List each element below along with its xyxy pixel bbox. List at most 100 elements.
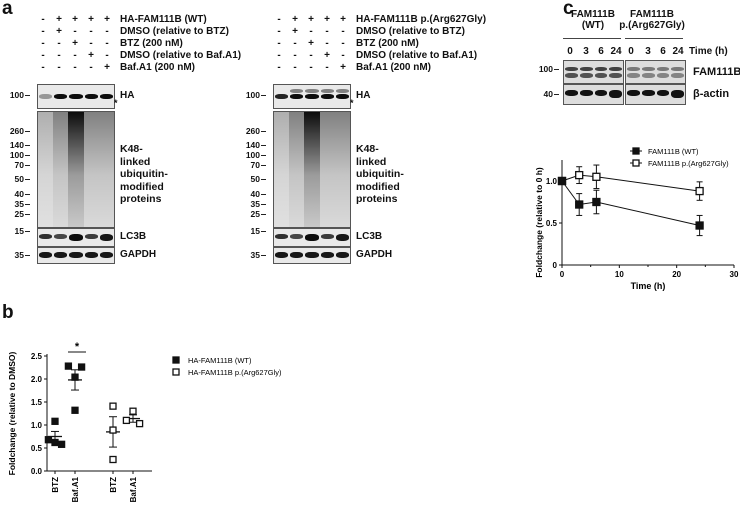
- band: [84, 252, 98, 258]
- mw-marker: 25: [4, 209, 30, 219]
- treatment-sign: -: [325, 62, 329, 73]
- treatment-label: DMSO (relative to BTZ): [120, 26, 229, 37]
- fam111b-blot-mut: [625, 60, 686, 84]
- data-point: [135, 419, 144, 428]
- k48-label: linked: [120, 155, 151, 168]
- band: [565, 90, 578, 96]
- blot-lane: [289, 248, 304, 263]
- mw-marker: 100: [4, 90, 30, 100]
- blot-lane: [670, 85, 685, 104]
- x-tick-label: 0: [560, 270, 565, 279]
- treatment-sign: -: [41, 26, 45, 37]
- y-tick-label: 2.0: [31, 375, 43, 384]
- gapdh-label: GAPDH: [120, 249, 157, 260]
- treatment-sign: -: [57, 38, 61, 49]
- mw-marker: 25: [240, 209, 266, 219]
- band: [84, 234, 98, 239]
- data-point: [695, 221, 704, 230]
- blot-lane: [320, 248, 335, 263]
- y-tick-label: 0.5: [546, 219, 558, 228]
- treatment-sign: -: [41, 14, 45, 25]
- mw-marker: 100: [533, 64, 559, 74]
- y-tick-label: 1.0: [31, 421, 43, 430]
- asterisk-label: *: [114, 98, 118, 108]
- legend-label: FAM111B (WT): [648, 147, 699, 156]
- gapdh-label: GAPDH: [356, 249, 393, 260]
- k48-label: K48-: [356, 143, 379, 155]
- mw-marker: 40: [240, 189, 266, 199]
- timepoint-label: 3: [583, 46, 589, 57]
- x-tick-label: 10: [615, 270, 624, 279]
- blot-lane: [68, 248, 83, 263]
- blot-lane: [99, 229, 114, 246]
- band: [594, 73, 608, 78]
- legend-label: HA-FAM111B p.(Arg627Gly): [188, 368, 282, 377]
- blot-lane: [304, 248, 319, 263]
- mw-marker: 100: [4, 150, 30, 160]
- blot-lane: [274, 85, 289, 108]
- panel-a-label: a: [2, 0, 13, 19]
- group-label: FAM111B: [630, 9, 674, 20]
- band: [275, 94, 289, 99]
- legend-marker: [632, 147, 640, 155]
- blot-lane: [68, 229, 83, 246]
- blot-lane: [594, 85, 609, 104]
- treatment-sign: +: [308, 14, 314, 25]
- blot-lane: [53, 248, 68, 263]
- treatment-sign: -: [309, 62, 313, 73]
- blot-lane: [68, 112, 84, 227]
- treatment-sign: -: [105, 50, 109, 61]
- data-point: [592, 197, 601, 207]
- treatment-sign: +: [104, 62, 110, 73]
- treatment-sign: +: [56, 14, 62, 25]
- treatment-sign: -: [277, 62, 281, 73]
- band: [627, 67, 640, 71]
- band: [656, 67, 670, 71]
- k48-label: modified: [120, 180, 164, 193]
- band: [641, 73, 655, 78]
- band: [290, 94, 304, 99]
- band: [656, 90, 670, 96]
- data-point: [71, 373, 79, 381]
- k48-label: ubiquitin-: [120, 168, 168, 180]
- band: [594, 90, 608, 96]
- band: [275, 252, 289, 258]
- band: [579, 73, 593, 78]
- band: [99, 252, 113, 258]
- blot-lane: [334, 112, 350, 227]
- treatment-sign: +: [292, 26, 298, 37]
- blot-lane: [38, 112, 54, 227]
- blot-lane: [289, 112, 305, 227]
- mw-marker: 35: [4, 199, 30, 209]
- treatment-label: DMSO (relative to Baf.A1): [120, 50, 242, 61]
- group-underline: [563, 38, 621, 39]
- blot-lane: [84, 229, 99, 246]
- treatment-sign: -: [277, 26, 281, 37]
- band: [565, 67, 578, 71]
- y-tick-label: 1.0: [546, 177, 558, 186]
- x-axis-label: Time (h): [631, 281, 666, 291]
- treatment-sign: -: [293, 62, 297, 73]
- mw-marker: 100: [240, 90, 266, 100]
- treatment-sign: +: [72, 14, 78, 25]
- data-point: [64, 362, 73, 370]
- band: [320, 234, 334, 239]
- treatment-sign: -: [41, 38, 45, 49]
- blot-lane: [320, 229, 335, 246]
- band: [69, 94, 83, 99]
- legend-marker: [172, 368, 180, 376]
- data-point: [77, 363, 86, 371]
- data-point: [51, 438, 59, 447]
- band: [99, 234, 113, 241]
- treatment-sign: -: [89, 26, 93, 37]
- group-underline: [625, 38, 683, 39]
- blot-lane: [319, 112, 335, 227]
- blot-lane: [289, 85, 304, 108]
- band: [275, 234, 289, 239]
- band: [39, 94, 53, 99]
- treatment-label: HA-FAM111B p.(Arg627Gly): [356, 14, 487, 25]
- timepoint-label: 6: [660, 46, 666, 57]
- x-tick-label: BTZ: [51, 477, 60, 493]
- treatment-sign: -: [309, 50, 313, 61]
- mw-marker: 140: [240, 140, 266, 150]
